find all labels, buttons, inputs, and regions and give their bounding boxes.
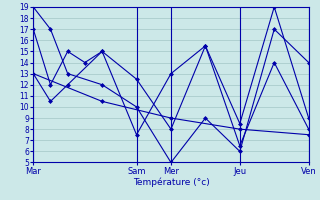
X-axis label: Température (°c): Température (°c) <box>132 177 209 187</box>
